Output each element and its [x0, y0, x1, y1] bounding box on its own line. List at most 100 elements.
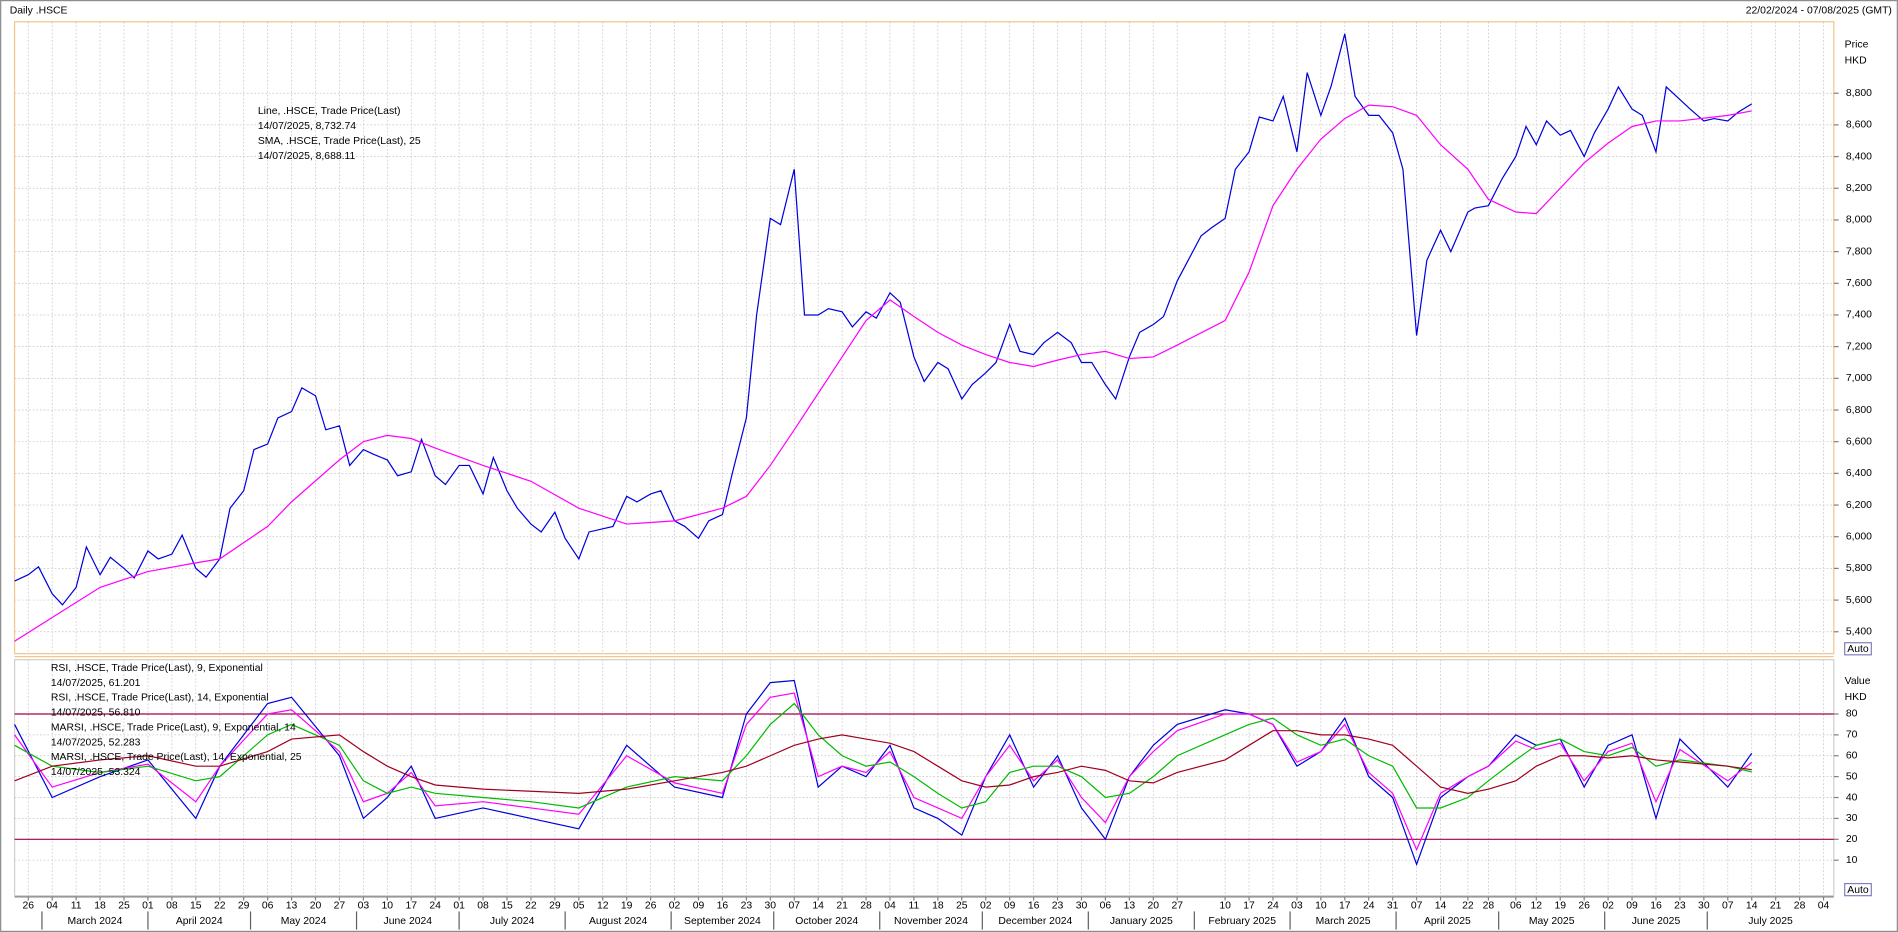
x-tick-label: 04 [884, 901, 896, 912]
month-label: September 2024 [684, 916, 761, 927]
x-tick-label: 18 [94, 901, 106, 912]
x-tick-label: 01 [453, 901, 465, 912]
month-label: July 2024 [490, 916, 535, 927]
month-label: May 2024 [281, 916, 327, 927]
x-tick-label: 09 [693, 901, 705, 912]
x-tick-label: 23 [741, 901, 753, 912]
y-tick-label: 8,400 [1846, 151, 1872, 162]
legend-name: SMA, .HSCE, Trade Price(Last), 25 [258, 136, 421, 147]
y-tick-label: 8,800 [1846, 88, 1872, 99]
auto-button-label[interactable]: Auto [1847, 644, 1869, 655]
y-tick-label: 20 [1846, 834, 1858, 845]
x-tick-label: 31 [1387, 901, 1399, 912]
x-tick-label: 23 [1052, 901, 1064, 912]
y-tick-label: 70 [1846, 730, 1858, 741]
legend-name: RSI, .HSCE, Trade Price(Last), 14, Expon… [51, 693, 269, 704]
month-label: December 2024 [998, 916, 1072, 927]
month-label: May 2025 [1529, 916, 1575, 927]
price-panel [13, 21, 1835, 655]
x-tick-label: 02 [980, 901, 992, 912]
y-tick-label: 5,400 [1846, 627, 1872, 638]
x-tick-label: 06 [1100, 901, 1112, 912]
auto-button[interactable] [1844, 642, 1872, 656]
x-tick-label: 17 [1243, 901, 1255, 912]
month-label: March 2025 [1316, 916, 1371, 927]
x-tick-label: 24 [1363, 901, 1375, 912]
x-tick-label: 09 [1626, 901, 1638, 912]
x-tick-label: 12 [597, 901, 609, 912]
y-axis-unit: HKD [1845, 692, 1867, 703]
x-tick-label: 11 [909, 901, 920, 912]
x-tick-label: 22 [1462, 901, 1474, 912]
y-tick-label: 30 [1846, 813, 1858, 824]
legend-name: RSI, .HSCE, Trade Price(Last), 9, Expone… [51, 663, 263, 674]
x-tick-label: 27 [1171, 901, 1183, 912]
x-tick-label: 17 [1339, 901, 1351, 912]
x-tick-label: 17 [405, 901, 417, 912]
y-tick-label: 6,800 [1846, 405, 1872, 416]
x-tick-label: 06 [262, 901, 274, 912]
chart-title: Daily .HSCE [10, 6, 68, 17]
y-tick-label: 8,200 [1846, 183, 1872, 194]
auto-button-label[interactable]: Auto [1847, 885, 1869, 896]
x-tick-label: 12 [1531, 901, 1543, 912]
month-label: February 2025 [1208, 916, 1276, 927]
y-tick-label: 7,200 [1846, 341, 1872, 352]
x-tick-label: 15 [190, 901, 202, 912]
y-tick-label: 50 [1846, 771, 1858, 782]
legend-last: 14/07/2025, 61.201 [51, 678, 141, 689]
series-line [14, 702, 1752, 809]
y-tick-label: 7,600 [1846, 278, 1872, 289]
date-range: 22/02/2024 - 07/08/2025 (GMT) [1746, 6, 1892, 17]
x-tick-label: 25 [118, 901, 130, 912]
y-tick-label: 6,000 [1846, 531, 1872, 542]
y-tick-label: 10 [1846, 855, 1858, 866]
x-tick-label: 23 [1674, 901, 1686, 912]
x-tick-label: 16 [1028, 901, 1040, 912]
x-tick-label: 29 [549, 901, 561, 912]
x-tick-label: 07 [1722, 901, 1734, 912]
month-label: November 2024 [894, 916, 968, 927]
x-tick-label: 24 [1267, 901, 1279, 912]
x-tick-label: 28 [1483, 901, 1495, 912]
month-label: July 2025 [1748, 916, 1793, 927]
month-label: March 2024 [68, 916, 123, 927]
y-tick-label: 80 [1846, 709, 1858, 720]
y-axis-title: Price [1845, 40, 1869, 51]
x-tick-label: 26 [645, 901, 657, 912]
x-tick-label: 26 [22, 901, 34, 912]
y-tick-label: 7,000 [1846, 373, 1872, 384]
x-tick-label: 20 [310, 901, 322, 912]
y-tick-label: 8,000 [1846, 215, 1872, 226]
x-tick-label: 08 [166, 901, 178, 912]
x-tick-label: 27 [334, 901, 346, 912]
x-tick-label: 18 [932, 901, 944, 912]
legend-last: 14/07/2025, 53.324 [51, 767, 141, 778]
x-tick-label: 21 [1770, 901, 1782, 912]
y-tick-label: 60 [1846, 750, 1858, 761]
month-label: June 2024 [384, 916, 433, 927]
auto-button[interactable] [1844, 882, 1872, 897]
x-tick-label: 10 [1219, 901, 1231, 912]
y-tick-label: 40 [1846, 792, 1858, 803]
x-tick-label: 20 [1148, 901, 1160, 912]
x-tick-label: 16 [717, 901, 729, 912]
rsi-panel [13, 659, 1835, 897]
y-tick-label: 5,800 [1846, 563, 1872, 574]
series-line [14, 730, 1752, 794]
x-tick-label: 22 [525, 901, 537, 912]
y-tick-label: 7,800 [1846, 246, 1872, 257]
x-tick-label: 29 [238, 901, 250, 912]
legend-name: MARSI, .HSCE, Trade Price(Last), 14, Exp… [51, 752, 302, 763]
x-tick-label: 14 [1746, 901, 1758, 912]
month-label: April 2025 [1424, 916, 1471, 927]
legend-last: 14/07/2025, 56.810 [51, 708, 141, 719]
y-axis-title: Value [1845, 676, 1871, 687]
legend-last: 14/07/2025, 8,732.74 [258, 121, 356, 132]
x-tick-label: 13 [286, 901, 298, 912]
series-line [14, 692, 1753, 852]
x-tick-label: 30 [765, 901, 777, 912]
x-tick-label: 08 [477, 901, 489, 912]
